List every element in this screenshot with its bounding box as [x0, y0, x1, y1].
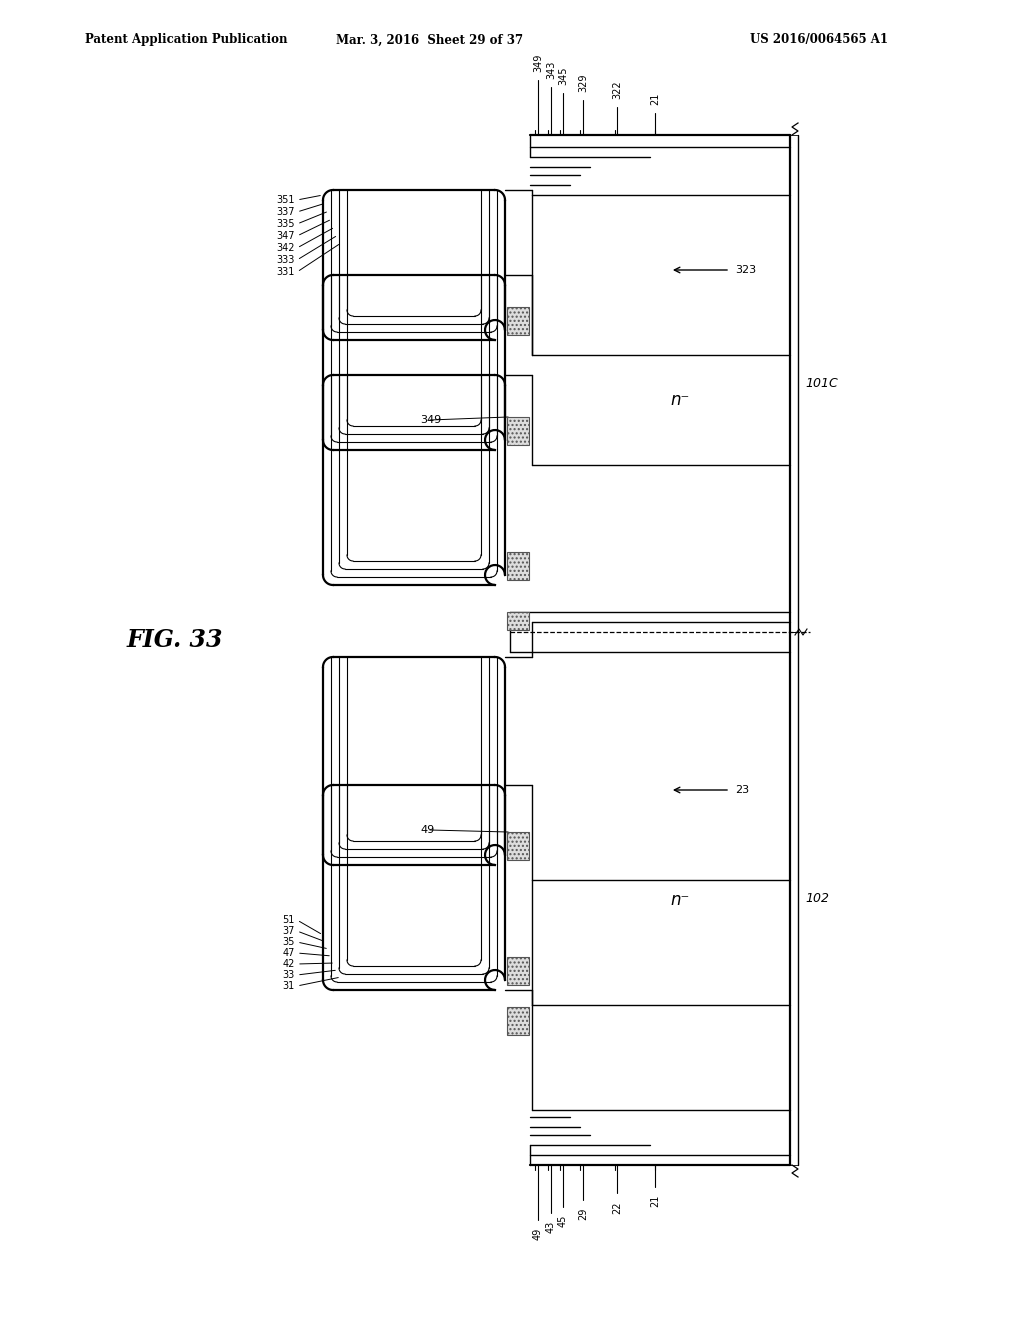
Text: 323: 323 — [735, 265, 756, 275]
Text: 343: 343 — [546, 61, 556, 79]
Text: 29: 29 — [578, 1208, 588, 1221]
Text: 101C: 101C — [805, 378, 838, 389]
Text: 33: 33 — [283, 970, 295, 979]
Text: 345: 345 — [558, 66, 568, 84]
Text: 49: 49 — [534, 1228, 543, 1241]
Text: 22: 22 — [612, 1201, 622, 1213]
Text: 31: 31 — [283, 981, 295, 991]
Bar — [507, 612, 529, 630]
Bar — [507, 552, 529, 579]
Text: 45: 45 — [558, 1214, 568, 1228]
Text: US 2016/0064565 A1: US 2016/0064565 A1 — [750, 33, 888, 46]
Text: 329: 329 — [578, 74, 588, 92]
Text: 335: 335 — [276, 219, 295, 228]
Bar — [507, 832, 529, 861]
Text: 49: 49 — [420, 825, 434, 836]
Text: 51: 51 — [283, 915, 295, 925]
Text: 23: 23 — [735, 785, 750, 795]
Text: 42: 42 — [283, 960, 295, 969]
Text: 35: 35 — [283, 937, 295, 946]
Text: 351: 351 — [276, 195, 295, 205]
Bar — [507, 957, 529, 985]
Text: 47: 47 — [283, 948, 295, 958]
Text: n⁻: n⁻ — [671, 391, 689, 409]
Text: n⁻: n⁻ — [671, 891, 689, 909]
Bar — [507, 308, 529, 335]
Text: Mar. 3, 2016  Sheet 29 of 37: Mar. 3, 2016 Sheet 29 of 37 — [337, 33, 523, 46]
Text: 322: 322 — [612, 81, 622, 99]
Text: 349: 349 — [534, 54, 543, 73]
Text: Patent Application Publication: Patent Application Publication — [85, 33, 288, 46]
Text: 337: 337 — [276, 207, 295, 216]
Text: 37: 37 — [283, 927, 295, 936]
Text: 21: 21 — [650, 1195, 660, 1208]
Text: FIG. 33: FIG. 33 — [127, 628, 223, 652]
Text: 102: 102 — [805, 892, 829, 906]
Bar — [507, 417, 529, 445]
Bar — [507, 1007, 529, 1035]
Text: 21: 21 — [650, 92, 660, 106]
Text: 43: 43 — [546, 1221, 556, 1233]
Text: 333: 333 — [276, 255, 295, 265]
Text: 347: 347 — [276, 231, 295, 242]
Text: 349: 349 — [420, 414, 441, 425]
Text: 342: 342 — [276, 243, 295, 253]
Text: 331: 331 — [276, 267, 295, 277]
